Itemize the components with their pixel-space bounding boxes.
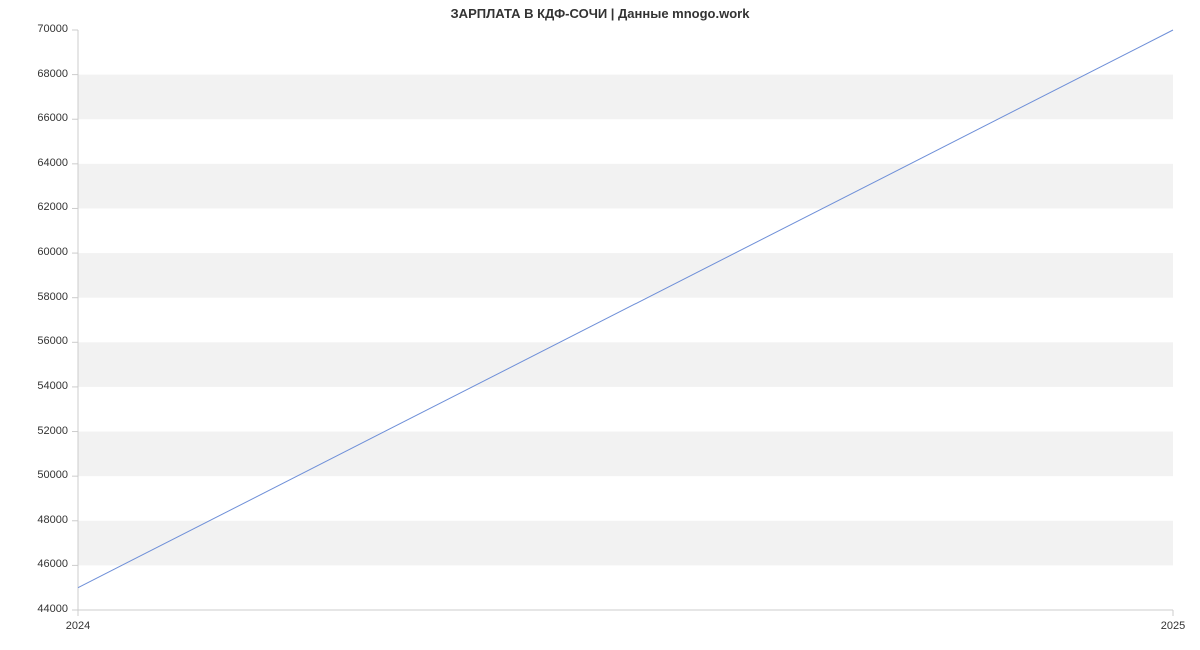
y-tick-label: 64000 — [37, 157, 68, 169]
y-tick-label: 50000 — [37, 469, 68, 481]
y-tick-label: 60000 — [37, 246, 68, 258]
y-tick-label: 44000 — [37, 603, 68, 615]
chart-container: ЗАРПЛАТА В КДФ-СОЧИ | Данные mnogo.work … — [0, 0, 1200, 650]
y-tick-label: 56000 — [37, 335, 68, 347]
y-tick-label: 54000 — [37, 380, 68, 392]
chart-title: ЗАРПЛАТА В КДФ-СОЧИ | Данные mnogo.work — [0, 6, 1200, 21]
y-tick-label: 52000 — [37, 425, 68, 437]
chart-plot — [78, 30, 1173, 610]
y-tick-label: 58000 — [37, 291, 68, 303]
x-tick-label: 2025 — [1161, 620, 1185, 632]
x-tick-label: 2024 — [66, 620, 90, 632]
y-tick-label: 46000 — [37, 558, 68, 570]
y-tick-label: 66000 — [37, 112, 68, 124]
y-tick-label: 70000 — [37, 23, 68, 35]
y-tick-label: 48000 — [37, 514, 68, 526]
y-tick-label: 62000 — [37, 201, 68, 213]
y-tick-label: 68000 — [37, 68, 68, 80]
